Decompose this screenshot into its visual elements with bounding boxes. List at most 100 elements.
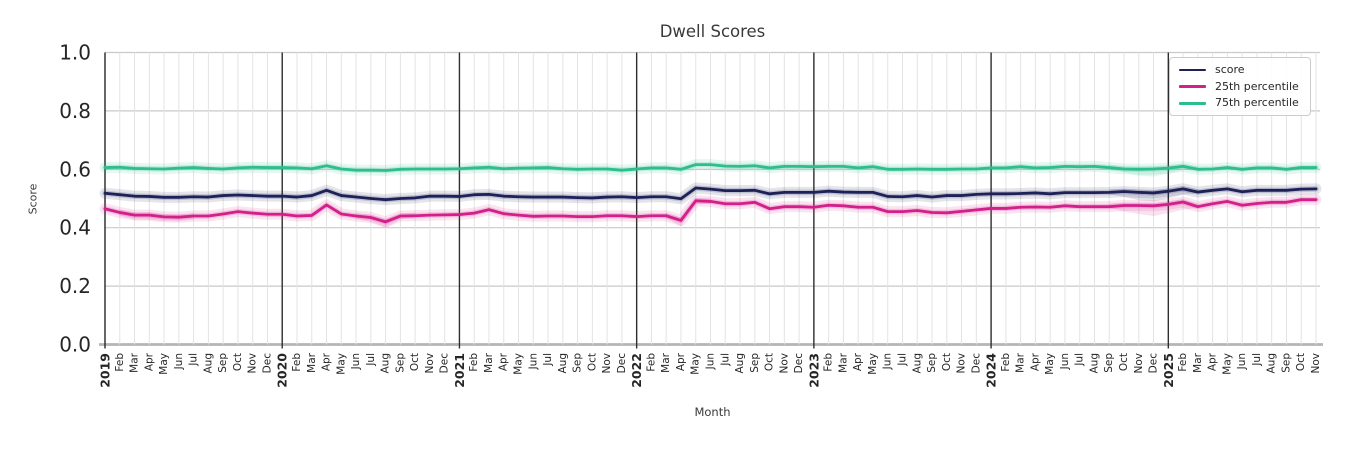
x-tick-month-label: May <box>158 353 170 375</box>
x-tick-month-label: Mar <box>1015 352 1027 372</box>
x-tick-month-label: Jun <box>527 353 539 370</box>
25th-percentile-line <box>103 198 1318 224</box>
x-tick-month-label: Dec <box>616 353 628 374</box>
x-tick-month-label: May <box>1221 353 1233 375</box>
x-tick-month-label: Oct <box>764 353 776 371</box>
x-tick-month-label: Jun <box>705 353 717 370</box>
legend-label-25th-percentile: 25th percentile <box>1215 79 1299 93</box>
x-tick-month-label: Nov <box>601 353 613 374</box>
x-tick-month-label: May <box>513 353 525 375</box>
x-tick-month-label: Jun <box>1236 353 1248 370</box>
75th-percentile-line-swatch <box>1179 101 1206 105</box>
x-tick-month-label: Dec <box>1148 353 1160 374</box>
x-tick-month-label: Sep <box>572 353 584 373</box>
x-tick-month-label: Apr <box>1029 352 1041 371</box>
legend: score 25th percentile 75th percentile <box>1169 57 1311 117</box>
x-tick-month-label: Jul <box>896 353 908 367</box>
75th-percentile-line <box>103 163 1318 172</box>
x-tick-month-label: Mar <box>1192 352 1204 372</box>
x-tick-month-label: Jul <box>1074 353 1086 367</box>
x-tick-year-label: 2022 <box>629 353 644 388</box>
y-axis-label: Score <box>26 183 40 215</box>
x-tick-month-label: Dec <box>793 353 805 374</box>
x-tick-month-label: Sep <box>1280 353 1292 373</box>
x-tick-month-label: Mar <box>129 352 141 372</box>
x-tick-month-label: Aug <box>911 353 923 374</box>
x-tick-month-label: Jun <box>1059 353 1071 370</box>
x-tick-month-label: Mar <box>306 352 318 372</box>
x-tick-month-label: Dec <box>261 353 273 374</box>
x-tick-month-label: Apr <box>1207 352 1219 371</box>
x-tick-month-label: Aug <box>1266 353 1278 374</box>
x-tick-month-label: Apr <box>675 352 687 371</box>
x-tick-month-label: Nov <box>424 353 436 374</box>
x-tick-month-label: Feb <box>1177 353 1189 372</box>
x-tick-month-label: Feb <box>645 353 657 372</box>
x-tick-month-label: Sep <box>926 353 938 373</box>
x-tick-month-label: Nov <box>778 353 790 374</box>
x-tick-month-label: Oct <box>586 353 598 371</box>
x-tick-month-label: May <box>690 353 702 375</box>
x-tick-month-label: Nov <box>1310 353 1322 374</box>
x-axis-label: Month <box>694 405 731 419</box>
x-tick-month-label: Sep <box>749 353 761 373</box>
x-tick-month-label: Aug <box>557 353 569 374</box>
y-tick-label: 0.8 <box>59 99 91 123</box>
x-tick-month-label: Mar <box>660 352 672 372</box>
x-tick-month-label: Dec <box>970 353 982 374</box>
x-tick-year-label: 2019 <box>98 353 113 388</box>
x-tick-month-label: Aug <box>734 353 746 374</box>
x-tick-month-label: Nov <box>247 353 259 374</box>
x-tick-month-label: May <box>335 353 347 375</box>
chart-title: Dwell Scores <box>659 22 766 41</box>
x-tick-month-label: Jun <box>882 353 894 370</box>
x-tick-month-label: Aug <box>202 353 214 374</box>
x-tick-month-label: Feb <box>114 353 126 372</box>
y-tick-label: 0.0 <box>59 333 91 357</box>
x-tick-month-label: Oct <box>409 353 421 371</box>
x-tick-year-label: 2023 <box>806 353 821 388</box>
x-tick-month-label: Apr <box>321 352 333 371</box>
x-tick-month-label: Feb <box>1000 353 1012 372</box>
x-tick-month-label: May <box>1044 353 1056 375</box>
x-tick-month-label: Nov <box>956 353 968 374</box>
x-tick-month-label: Nov <box>1133 353 1145 374</box>
x-tick-month-label: Jul <box>719 353 731 367</box>
x-tick-month-label: Aug <box>380 353 392 374</box>
x-tick-month-label: Jul <box>1251 353 1263 367</box>
x-tick-month-label: Feb <box>823 353 835 372</box>
x-tick-month-label: Sep <box>1103 353 1115 373</box>
x-tick-month-label: Mar <box>483 352 495 372</box>
x-tick-month-label: Feb <box>468 353 480 372</box>
legend-item-25th-percentile: 25th percentile <box>1179 79 1302 93</box>
y-tick-label: 1.0 <box>59 41 91 65</box>
25th-percentile-line-swatch <box>1179 85 1206 89</box>
legend-label-75th-percentile: 75th percentile <box>1215 96 1299 110</box>
y-tick-label: 0.4 <box>59 216 91 240</box>
x-tick-month-label: Jun <box>173 353 185 370</box>
y-tick-label: 0.6 <box>59 157 91 181</box>
x-tick-month-label: Aug <box>1088 353 1100 374</box>
x-tick-month-label: Oct <box>1295 353 1307 371</box>
score-line-swatch <box>1179 68 1206 72</box>
legend-label-score: score <box>1215 63 1245 76</box>
x-tick-month-label: Jul <box>542 353 554 367</box>
x-tick-month-label: Sep <box>394 353 406 373</box>
x-tick-month-label: Oct <box>941 353 953 371</box>
x-tick-year-label: 2025 <box>1161 353 1176 388</box>
x-tick-month-label: Feb <box>291 353 303 372</box>
x-tick-month-label: Jun <box>350 353 362 370</box>
legend-item-75th-percentile: 75th percentile <box>1179 97 1302 109</box>
x-tick-year-label: 2021 <box>452 353 467 388</box>
x-tick-month-label: Apr <box>498 352 510 371</box>
x-tick-month-label: Oct <box>232 353 244 371</box>
x-tick-year-label: 2024 <box>984 353 999 388</box>
x-tick-month-label: Sep <box>217 353 229 373</box>
y-tick-label: 0.2 <box>59 274 91 298</box>
x-tick-month-label: Apr <box>852 352 864 371</box>
x-tick-month-label: May <box>867 353 879 375</box>
score-line <box>103 186 1318 202</box>
x-tick-month-label: Apr <box>143 352 155 371</box>
